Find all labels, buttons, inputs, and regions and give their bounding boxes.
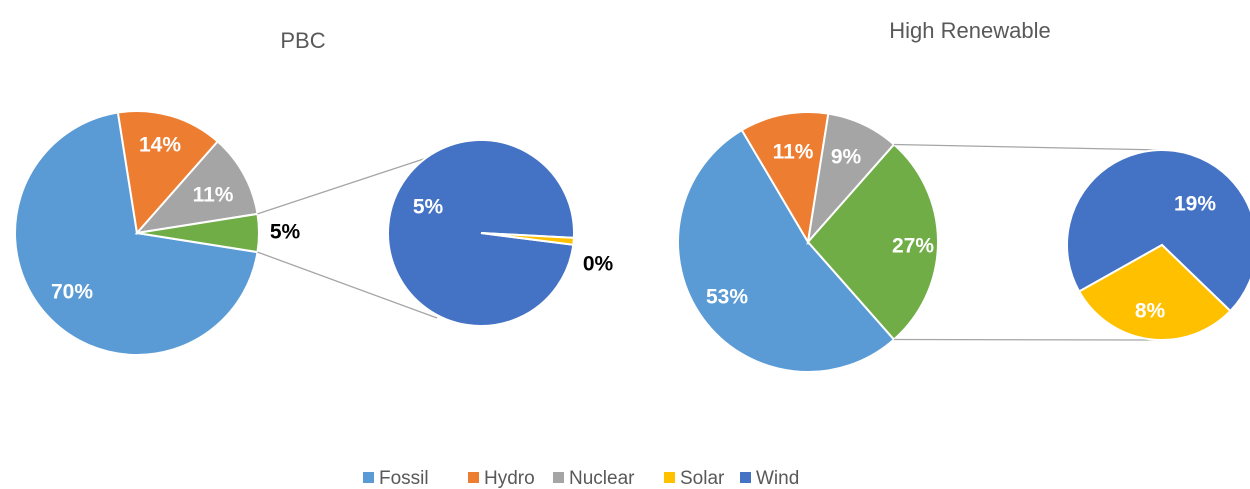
data-label: 11% (193, 184, 234, 207)
chart-title: High Renewable (889, 18, 1050, 43)
legend-marker (740, 472, 751, 483)
legend-label: Solar (680, 468, 725, 489)
connector-line (893, 143, 1163, 151)
legend-marker (664, 472, 675, 483)
data-label: 8% (1135, 300, 1166, 323)
pie-slice (480, 232, 575, 246)
pie-slice (806, 143, 939, 341)
pie-slice (740, 111, 830, 245)
pie-slice (136, 212, 260, 254)
data-label: 11% (773, 141, 814, 164)
legend-marker (468, 472, 479, 483)
data-label: 0% (583, 253, 614, 276)
chart-title: PBC (280, 28, 325, 53)
legend-label: Wind (756, 468, 799, 489)
data-label: 19% (1174, 193, 1216, 216)
pie-slice (677, 128, 896, 374)
data-label: 14% (139, 134, 181, 157)
pie-slice (1077, 243, 1232, 341)
data-label: 5% (413, 196, 444, 219)
legend-marker (553, 472, 564, 483)
pie-slice (116, 110, 220, 236)
legend-marker (363, 472, 374, 483)
legend-label: Nuclear (569, 468, 635, 489)
data-label: 5% (270, 221, 301, 244)
data-label: 9% (831, 146, 862, 169)
legend-label: Hydro (484, 468, 535, 489)
pie-slice (134, 140, 259, 235)
data-label: 53% (706, 286, 748, 309)
legend-label: Fossil (379, 468, 429, 489)
connector-line (257, 251, 438, 319)
data-label: 27% (892, 235, 934, 258)
pie-slice (1066, 149, 1250, 313)
data-label: 70% (51, 281, 93, 304)
